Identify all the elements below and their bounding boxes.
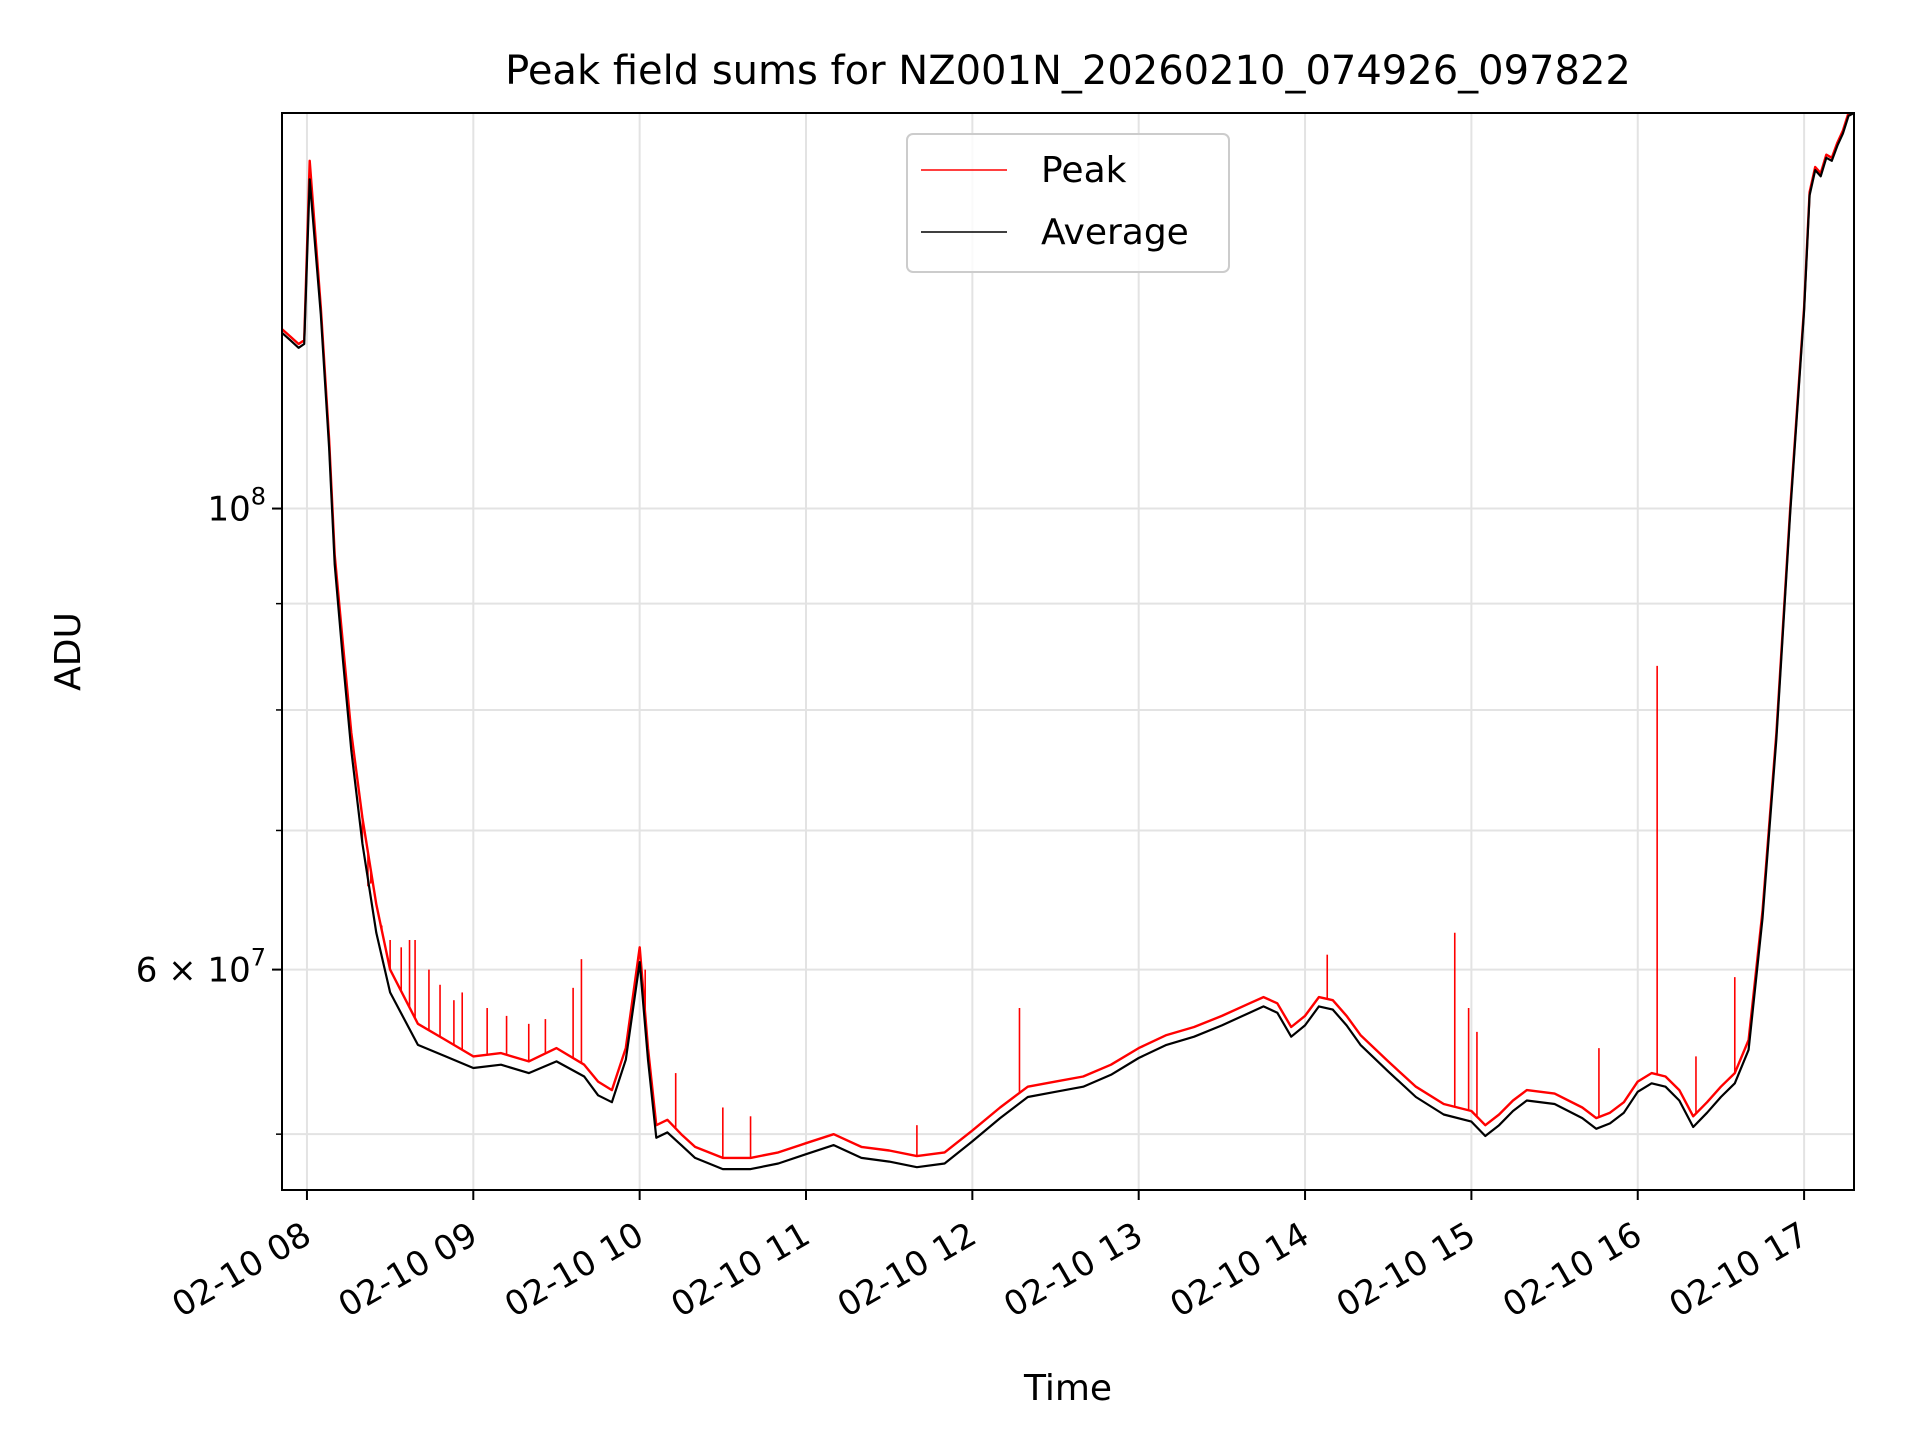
plot-area-frame — [281, 112, 1855, 1191]
x-axis-label: Time — [1023, 1368, 1112, 1409]
series-line-peak — [282, 113, 1852, 1160]
grid — [282, 113, 1854, 1190]
legend: Peak Average — [906, 133, 1230, 273]
chart-title: Peak field sums for NZ001N_20260210_0749… — [505, 48, 1631, 94]
y-tick-label: 108 — [207, 483, 266, 530]
legend-label-peak: Peak — [1041, 150, 1127, 191]
series-line-average — [282, 113, 1854, 1171]
y-axis-label: ADU — [48, 612, 89, 691]
series-layer — [282, 113, 1854, 1171]
y-tick-label: 6 × 107 — [136, 944, 266, 991]
legend-label-average: Average — [1041, 212, 1189, 253]
legend-box — [906, 133, 1230, 273]
